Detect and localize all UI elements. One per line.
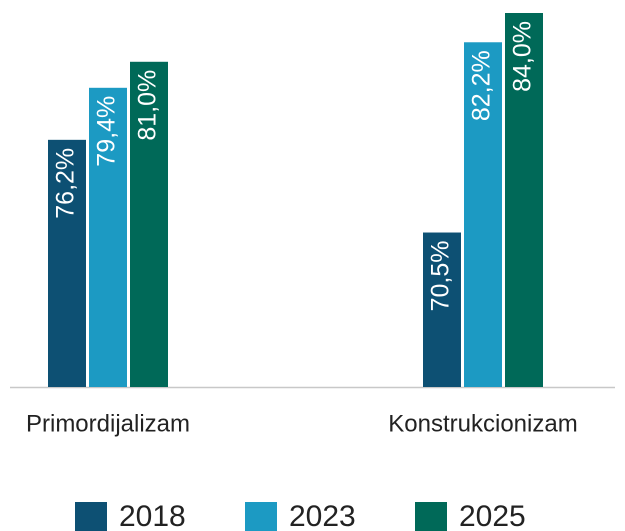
value-label: 81,0% bbox=[134, 70, 162, 141]
legend-label: 2023 bbox=[289, 500, 356, 531]
bar bbox=[130, 61, 168, 388]
legend-label: 2018 bbox=[119, 500, 186, 531]
bar bbox=[464, 42, 502, 388]
legend-swatch bbox=[245, 502, 277, 531]
legend-label: 2025 bbox=[459, 500, 526, 531]
x-tick-label: Primordijalizam bbox=[26, 410, 190, 437]
value-label: 84,0% bbox=[509, 21, 537, 92]
legend-swatch bbox=[75, 502, 107, 531]
value-label: 82,2% bbox=[468, 50, 496, 121]
value-label: 79,4% bbox=[93, 96, 121, 167]
value-label: 70,5% bbox=[427, 241, 455, 312]
bar bbox=[89, 87, 127, 388]
bar bbox=[505, 13, 543, 387]
bar bbox=[423, 232, 461, 387]
value-label: 76,2% bbox=[52, 148, 80, 219]
x-tick-label: Konstrukcionizam bbox=[388, 410, 577, 437]
legend-swatch bbox=[415, 502, 447, 531]
bar bbox=[48, 139, 86, 387]
